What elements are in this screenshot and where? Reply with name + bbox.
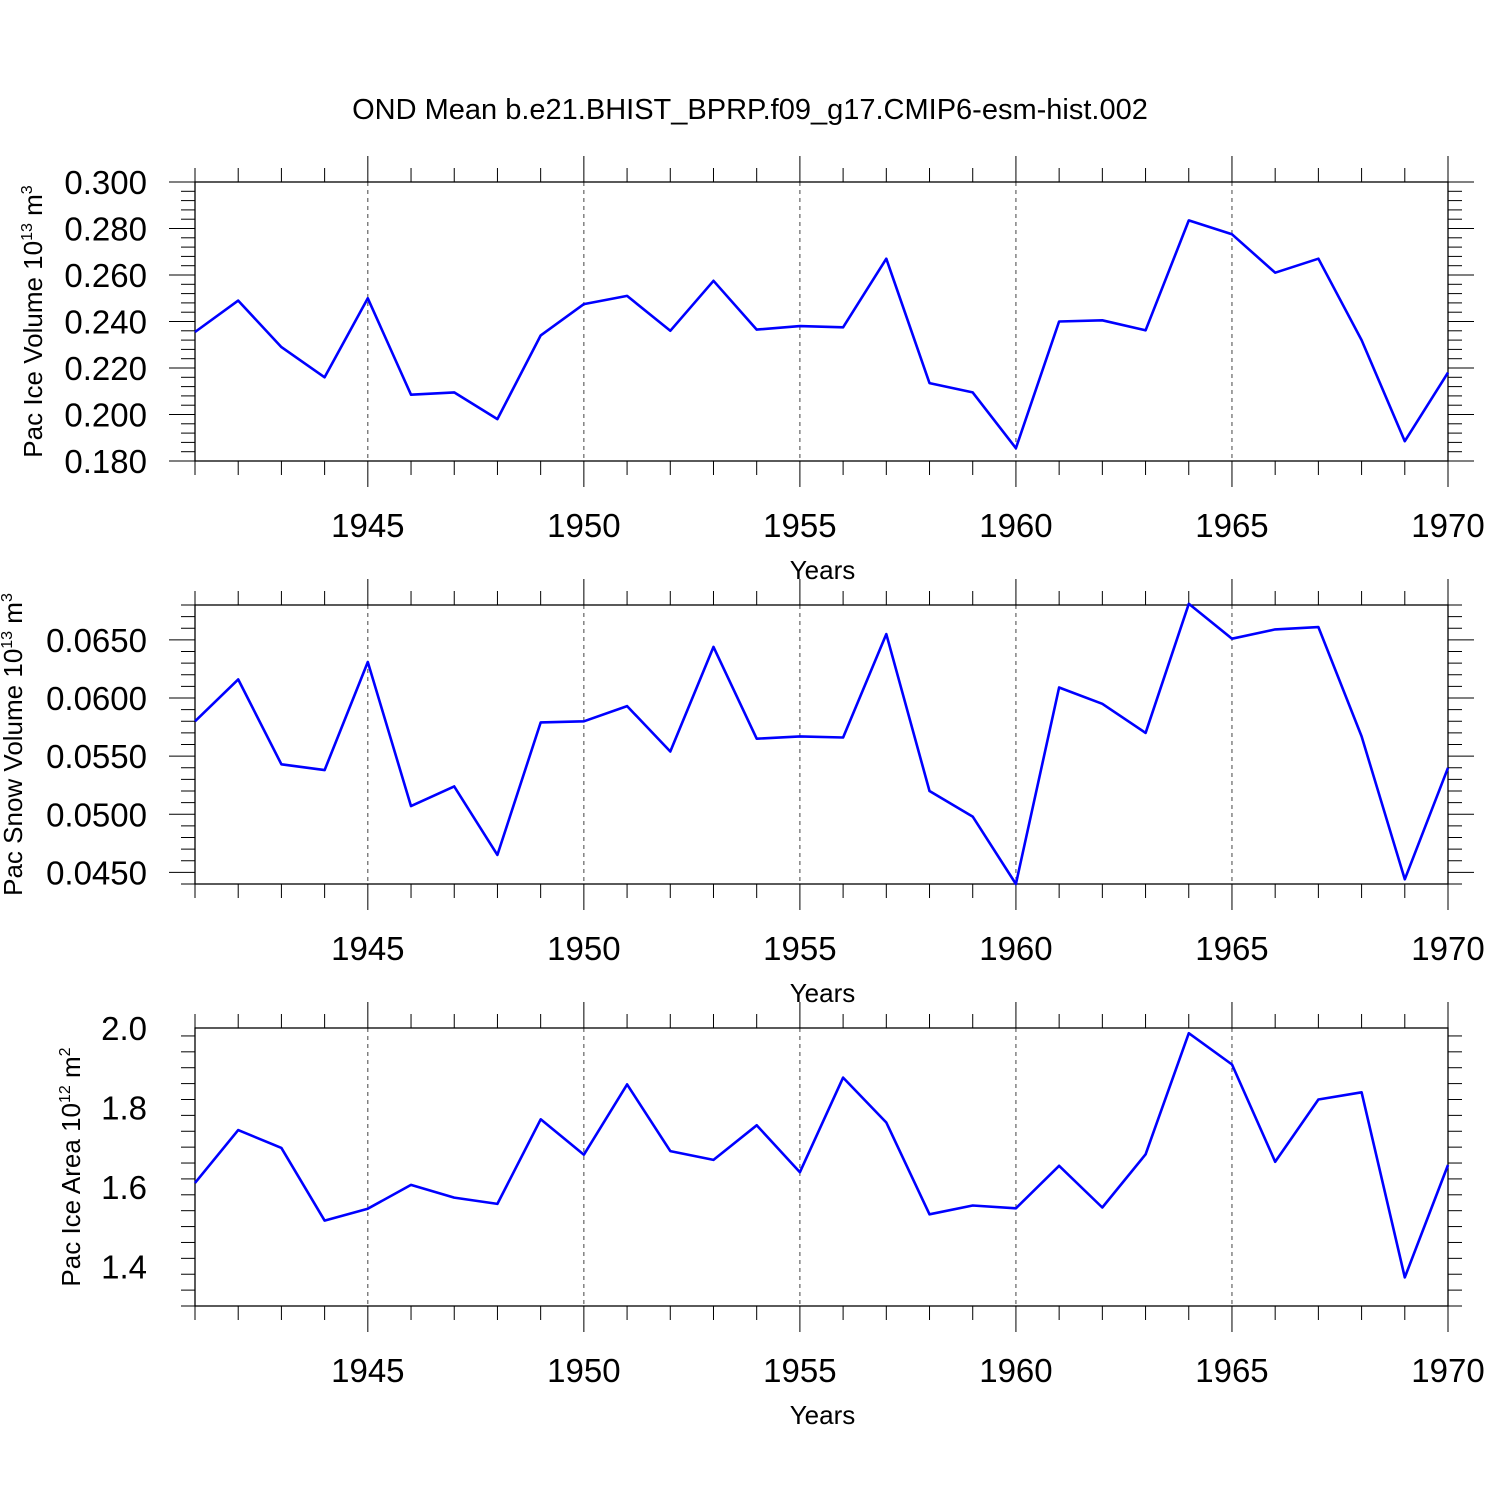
x-tick-label: 1955 xyxy=(763,930,836,967)
x-axis-label: Years xyxy=(790,978,856,1008)
y-tick-label: 0.180 xyxy=(64,443,147,480)
y-axis-label-text: Pac Snow Volume 10 xyxy=(0,649,28,896)
y-axis-label-superscript: 2 xyxy=(57,1047,74,1056)
x-tick-label: 1950 xyxy=(547,930,620,967)
series-line xyxy=(194,602,1450,886)
x-tick-label: 1945 xyxy=(331,507,404,544)
series-line xyxy=(194,219,1450,450)
x-tick-label: 1950 xyxy=(547,507,620,544)
plot-frame xyxy=(194,604,1449,885)
y-tick-label: 0.260 xyxy=(64,257,147,294)
x-tick-label: 1945 xyxy=(331,1352,404,1389)
y-axis-label-text: m xyxy=(18,194,48,223)
y-tick-label: 0.200 xyxy=(64,397,147,434)
panel-2: 1945 1950 1955 1960 1965 1970 Years 0.0450 0.050… xyxy=(0,579,1485,1008)
y-axis-label: Pac Snow Volume 1013 m3 xyxy=(0,593,28,896)
x-axis-label: Years xyxy=(790,555,856,585)
panel-1: 1945 1950 1955 1960 1965 1970 Years 0.180 0.200 0… xyxy=(18,156,1485,585)
x-tick-label: 1970 xyxy=(1411,507,1484,544)
x-tick-label: 1960 xyxy=(979,507,1052,544)
y-axis-label-text: Pac Ice Area 10 xyxy=(56,1103,86,1287)
y-tick-label: 0.0550 xyxy=(46,738,147,775)
y-tick-label: 1.6 xyxy=(101,1169,147,1206)
x-tick-label: 1950 xyxy=(547,1352,620,1389)
y-axis-label-superscript: 3 xyxy=(0,593,16,602)
y-tick-label: 1.8 xyxy=(101,1089,147,1126)
y-tick-label: 0.240 xyxy=(64,304,147,341)
y-axis-label-superscript: 13 xyxy=(19,223,36,241)
y-tick-label: 0.0450 xyxy=(46,854,147,891)
y-tick-label: 0.300 xyxy=(64,164,147,201)
x-tick-label: 1955 xyxy=(763,1352,836,1389)
y-axis-label-text: m xyxy=(56,1056,86,1085)
y-tick-label: 0.0650 xyxy=(46,622,147,659)
x-axis-label: Years xyxy=(790,1400,856,1430)
y-tick-label: 0.280 xyxy=(64,211,147,248)
y-axis-label-superscript: 13 xyxy=(0,631,16,649)
y-tick-label: 1.4 xyxy=(101,1248,147,1285)
y-tick-label: 0.0600 xyxy=(46,680,147,717)
y-tick-label: 0.220 xyxy=(64,350,147,387)
x-tick-label: 1960 xyxy=(979,1352,1052,1389)
panel-3: 1945 1950 1955 1960 1965 1970 Years 1.4 1.6 1.8 2.… xyxy=(56,1002,1485,1430)
chart-title: OND Mean b.e21.BHIST_BPRP.f09_g17.CMIP6-… xyxy=(352,94,1148,126)
x-tick-label: 1955 xyxy=(763,507,836,544)
y-axis-label-text: Pac Ice Volume 10 xyxy=(18,241,48,458)
plot-frame xyxy=(194,181,1449,462)
x-tick-label: 1965 xyxy=(1195,930,1268,967)
y-tick-label: 0.0500 xyxy=(46,796,147,833)
y-axis-label-text: m xyxy=(0,602,28,631)
x-tick-label: 1965 xyxy=(1195,507,1268,544)
plot-frame xyxy=(194,1027,1449,1307)
x-tick-label: 1945 xyxy=(331,930,404,967)
y-axis-label: Pac Ice Area 1012 m2 xyxy=(56,1047,86,1286)
x-tick-label: 1970 xyxy=(1411,930,1484,967)
y-axis-label-superscript: 12 xyxy=(57,1085,74,1103)
y-axis-label-superscript: 3 xyxy=(19,185,36,194)
series-line xyxy=(193,1031,1450,1279)
x-tick-label: 1970 xyxy=(1411,1352,1484,1389)
chart-panels: 1945 1950 1955 1960 1965 1970 Years 0.180 0.200 0… xyxy=(0,156,1485,1430)
x-tick-label: 1960 xyxy=(979,930,1052,967)
y-axis-label: Pac Ice Volume 1013 m3 xyxy=(18,185,48,458)
y-tick-label: 2.0 xyxy=(101,1010,147,1047)
x-tick-label: 1965 xyxy=(1195,1352,1268,1389)
